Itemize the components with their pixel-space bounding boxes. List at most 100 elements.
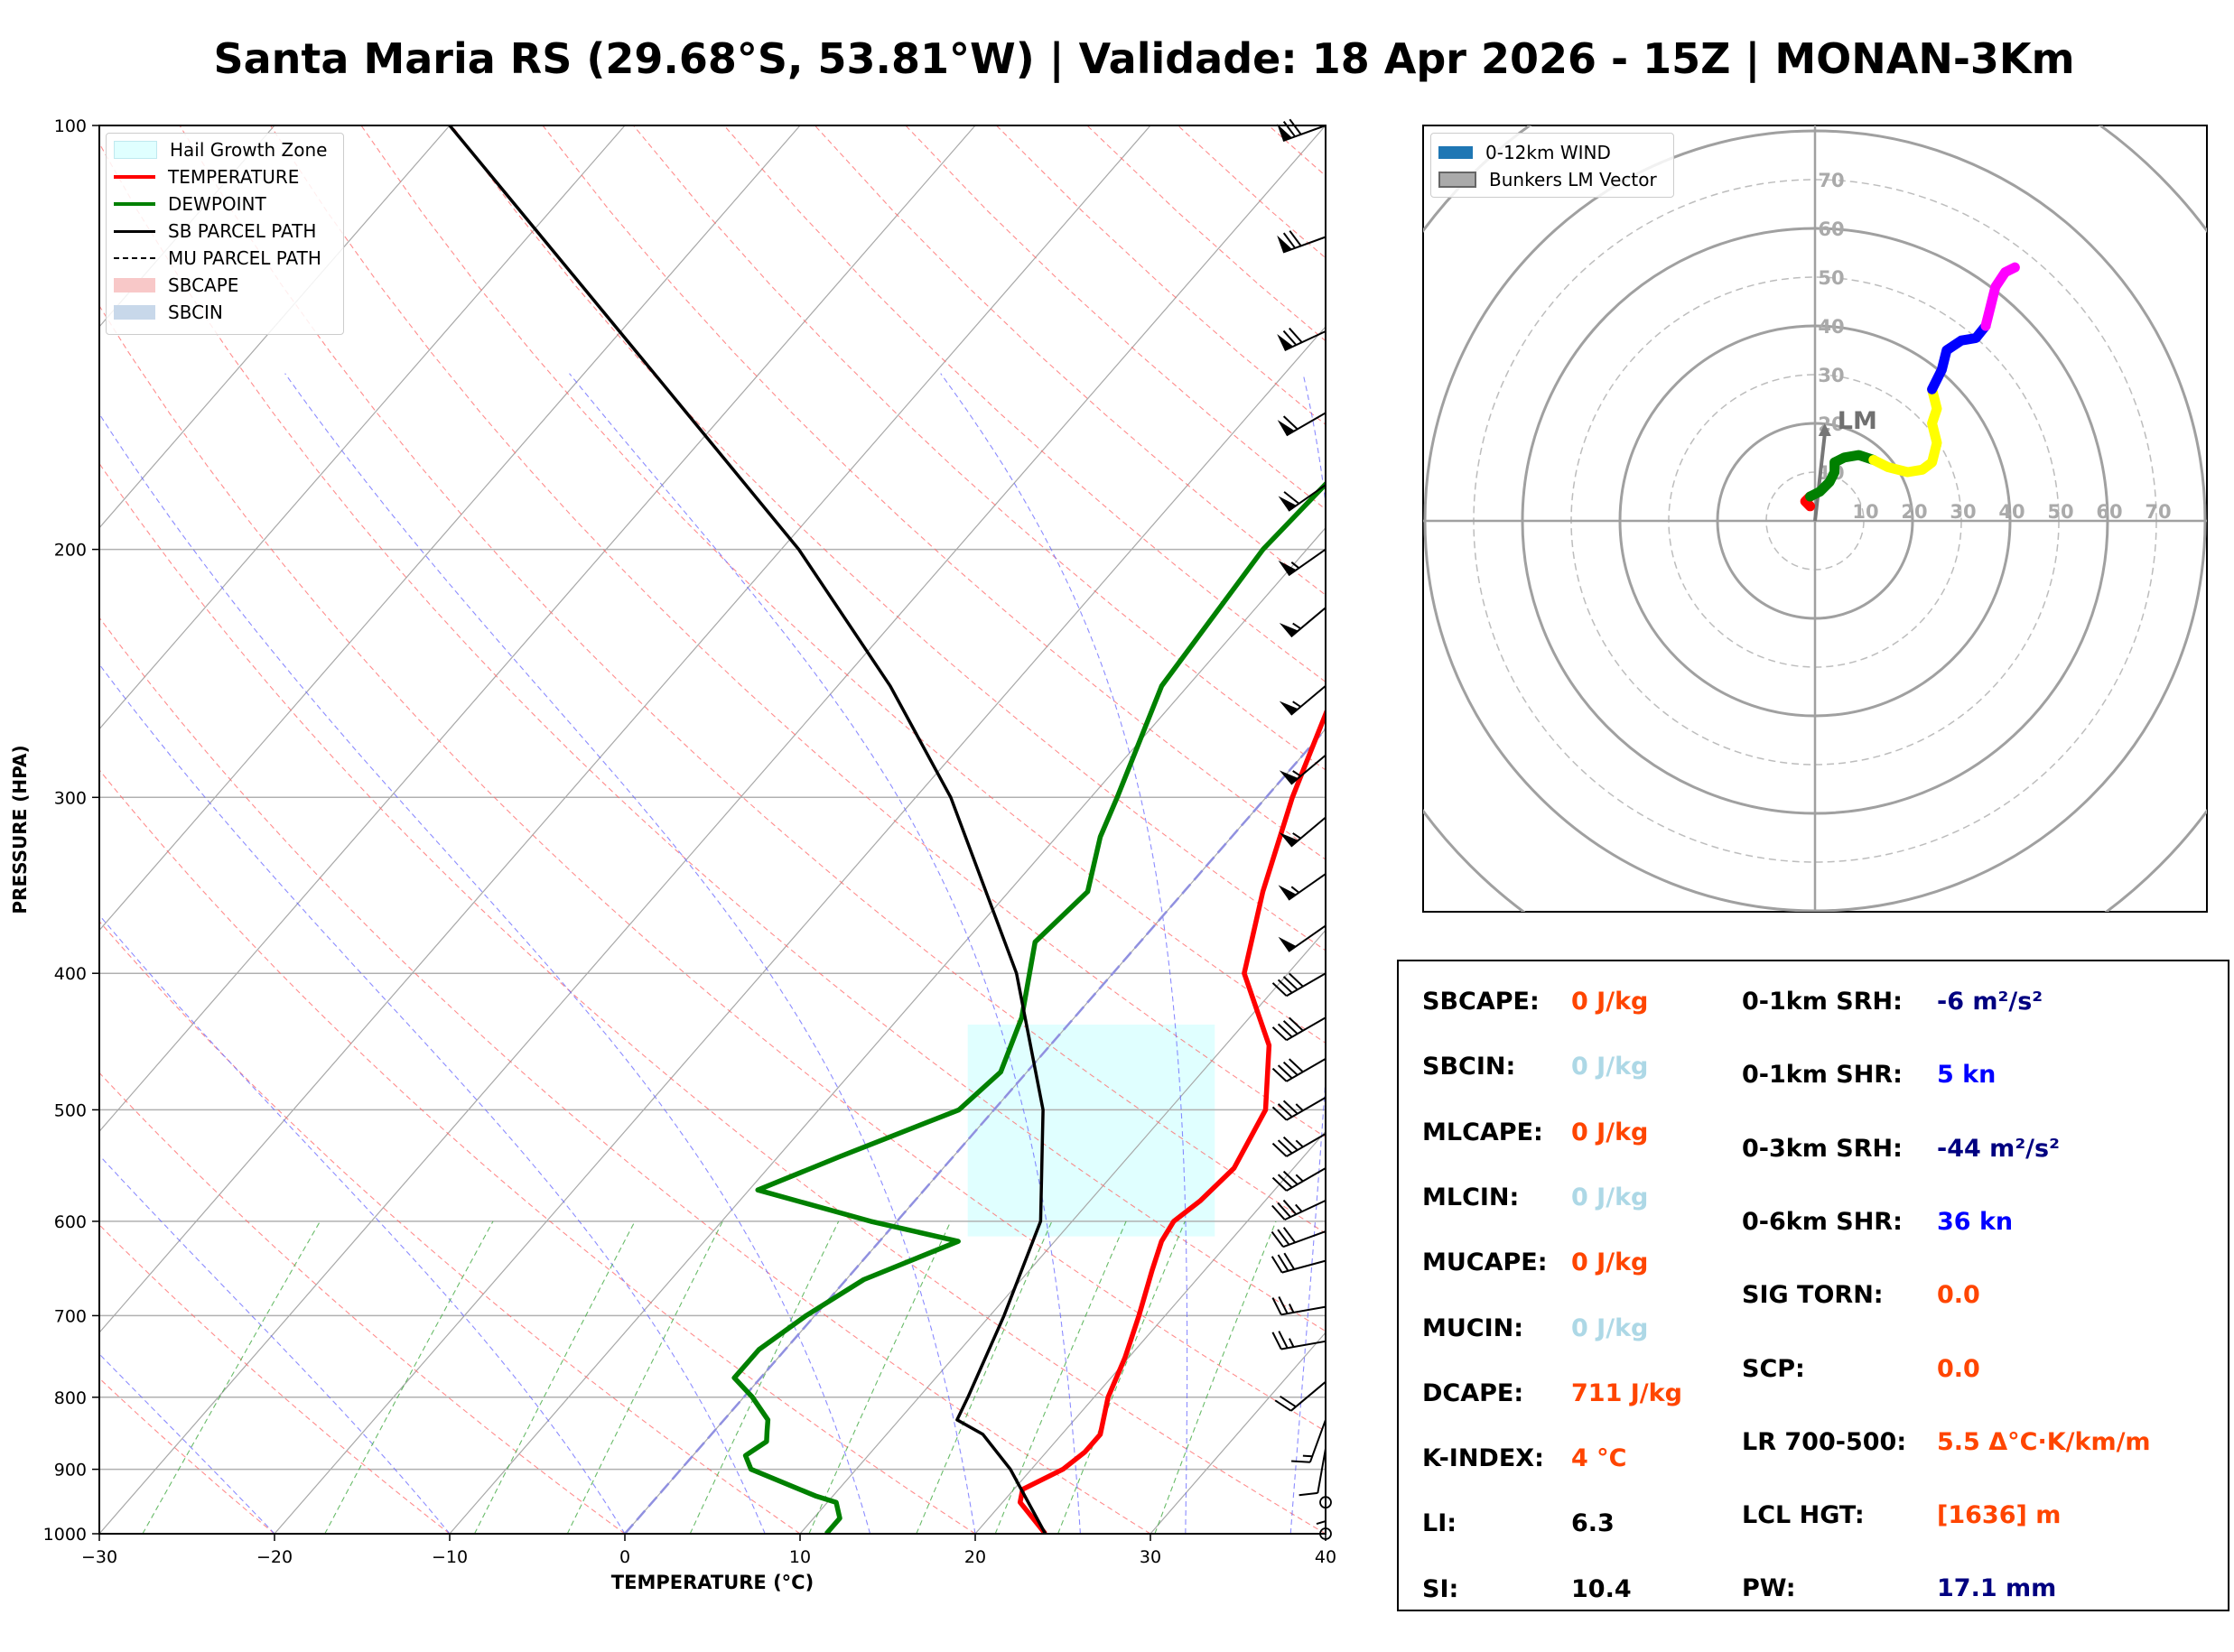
wind-barb <box>1319 1496 1332 1509</box>
param-label: LCL HGT: <box>1742 1501 1865 1530</box>
barb-flag <box>1282 1061 1299 1076</box>
barb-staff <box>1290 816 1326 848</box>
barb-flag <box>1271 1176 1288 1192</box>
barb-flag <box>1277 979 1293 994</box>
barb-flag <box>1282 1170 1299 1185</box>
barb-staff <box>1281 1259 1326 1274</box>
barb-half-flag <box>1292 701 1301 708</box>
legend-swatch-wind <box>1438 146 1473 159</box>
y-tick-label: 500 <box>54 1100 87 1120</box>
param-value: 0 J/kg <box>1571 1248 1649 1277</box>
mixing-ratio-line <box>566 1220 723 1534</box>
barb-flag <box>1280 1395 1297 1408</box>
wind-barb <box>1279 685 1326 716</box>
wind-barb <box>1271 1016 1326 1042</box>
dry-adiabat <box>99 1072 626 1534</box>
hodo-ring-label-x: 50 <box>2047 501 2073 523</box>
barb-half-flag <box>1292 770 1301 777</box>
barb-pennant <box>1279 832 1299 847</box>
param-label: SIG TORN: <box>1742 1281 1884 1310</box>
wind-barb <box>1274 1380 1326 1412</box>
barb-half-flag <box>1290 561 1300 570</box>
barb-staff <box>1286 1167 1326 1192</box>
wind-barb <box>1316 1476 1326 1526</box>
skew-t-frame <box>98 125 1326 1535</box>
legend-hail-growth-zone: Hail Growth Zone <box>114 138 327 162</box>
legend-swatch-temperature <box>114 175 155 179</box>
dry-adiabat <box>99 617 1151 1534</box>
wind-barb <box>1279 607 1326 638</box>
param-value: 36 kn <box>1937 1207 2014 1236</box>
dry-adiabat <box>99 920 801 1534</box>
dry-adiabat <box>99 462 1326 1534</box>
isotherm-line <box>99 125 626 730</box>
legend-swatch-bunkers <box>1438 172 1476 188</box>
hodo-segment-9-12km <box>1980 262 2020 331</box>
param-value: -6 m²/s² <box>1937 988 2043 1016</box>
barb-flag <box>1289 972 1304 988</box>
dry-adiabat <box>99 1378 275 1534</box>
param-value: -44 m²/s² <box>1937 1134 2060 1163</box>
moist-adiabat <box>284 373 976 1534</box>
legend-swatch-sb-parcel <box>114 229 155 233</box>
barb-staff <box>1317 1448 1326 1494</box>
x-tick-label: 0 <box>619 1547 630 1567</box>
isotherm-line <box>99 125 275 328</box>
barb-flag <box>1277 1254 1289 1272</box>
mixing-ratio-line <box>1057 1220 1186 1534</box>
x-tick-label: 10 <box>789 1547 811 1567</box>
calm-circle <box>1319 1527 1332 1540</box>
param-value: 0 J/kg <box>1571 1118 1649 1146</box>
barb-flag <box>1277 1103 1293 1118</box>
barb-flag <box>1282 415 1299 431</box>
dry-adiabat <box>99 304 1326 1433</box>
calm-circle <box>1319 1496 1332 1509</box>
hodo-segment-1-3km <box>1805 450 1879 502</box>
barb-half-flag <box>1302 1454 1313 1458</box>
barb-half-flag <box>1289 1338 1295 1348</box>
barb-pennant <box>1278 885 1297 900</box>
wind-barb <box>1277 230 1326 254</box>
wind-barb <box>1291 1419 1326 1463</box>
barb-half-flag <box>1316 1520 1326 1526</box>
hail-growth-zone <box>967 1025 1215 1237</box>
y-tick-label: 200 <box>54 541 87 561</box>
barb-staff <box>1286 1133 1326 1157</box>
barb-staff <box>1290 1380 1326 1412</box>
hodo-ring-label-y: 30 <box>1818 365 1844 386</box>
param-label: MUCIN: <box>1422 1313 1524 1342</box>
param-value: 6.3 <box>1571 1509 1615 1538</box>
legend-swatch-dewpoint <box>114 202 155 206</box>
param-label: PW: <box>1742 1574 1796 1603</box>
wind-barb <box>1278 484 1326 512</box>
barb-staff <box>1280 1340 1326 1350</box>
hodo-ring-label-x: 60 <box>2096 501 2122 523</box>
barb-flag <box>1277 1202 1291 1218</box>
param-value: [1636] m <box>1937 1501 2062 1530</box>
barb-pennant <box>1279 623 1299 637</box>
hodo-ring-label-y: 40 <box>1818 316 1844 338</box>
dry-adiabat <box>99 769 976 1534</box>
param-label: 0-6km SHR: <box>1742 1207 1903 1236</box>
y-tick-label: 100 <box>54 116 87 136</box>
param-label: MLCIN: <box>1422 1183 1520 1211</box>
param-label: DCAPE: <box>1422 1378 1524 1407</box>
barb-staff <box>1286 1058 1326 1082</box>
dry-adiabat <box>270 125 1326 1138</box>
mixing-ratio-line <box>808 1220 952 1534</box>
param-label: MUCAPE: <box>1422 1248 1548 1277</box>
barb-flag <box>1271 1142 1288 1157</box>
barb-pennant <box>1279 701 1299 715</box>
hodo-ring-label-x: 40 <box>1998 501 2025 523</box>
barb-flag <box>1271 1106 1288 1121</box>
param-label: SCP: <box>1742 1354 1805 1383</box>
isotherm-line <box>974 1130 1326 1534</box>
moist-adiabat <box>99 1155 451 1534</box>
barb-half-flag <box>1295 1203 1303 1212</box>
barb-flag <box>1299 1491 1318 1497</box>
moist-adiabat <box>569 373 1081 1534</box>
param-label: SI: <box>1422 1574 1459 1603</box>
wind-barb <box>1271 1096 1326 1121</box>
barb-flag <box>1289 327 1303 343</box>
wind-barb <box>1271 1252 1326 1274</box>
